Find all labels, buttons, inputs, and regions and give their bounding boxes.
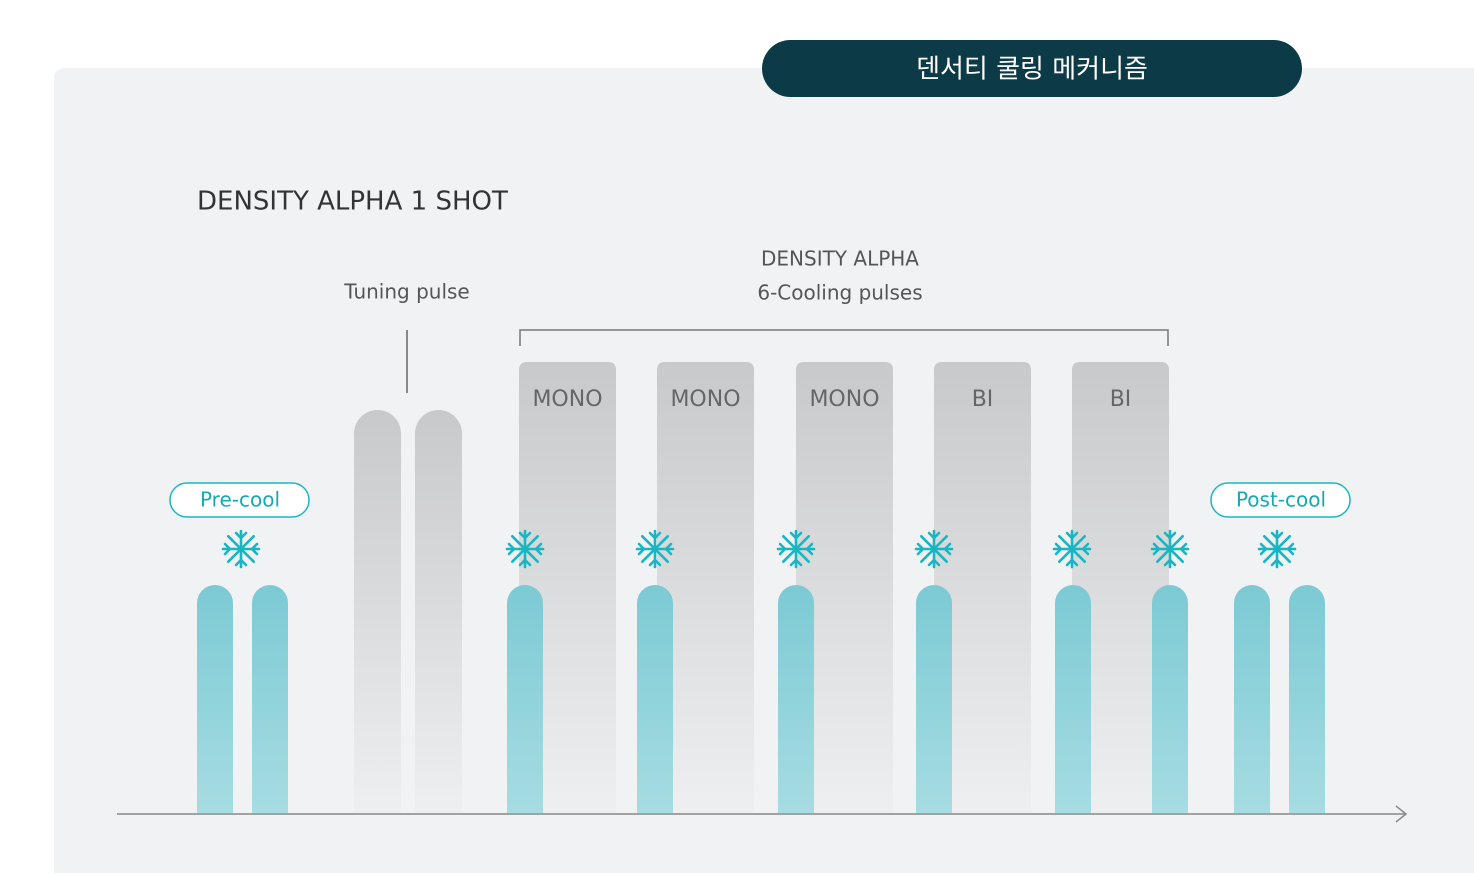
group-subtitle: 6-Cooling pulses (757, 281, 922, 305)
snowflake (505, 529, 545, 569)
cooling-bar (916, 585, 952, 813)
pulse-label: BI (972, 387, 994, 412)
cooling-bar (507, 585, 543, 813)
diagram-title: DENSITY ALPHA 1 SHOT (197, 187, 508, 217)
pulse-label: MONO (532, 387, 602, 412)
cooling-pulse (1072, 362, 1169, 813)
post-cool-pill (1210, 482, 1351, 518)
cooling-pulses: MONO MONO MONO BI BI (519, 362, 1169, 813)
axis-arrow (1395, 805, 1408, 823)
snowflake (1150, 529, 1190, 569)
pulse-label: MONO (809, 387, 879, 412)
header-title: 덴서티 쿨링 메커니즘 (916, 55, 1148, 85)
cooling-bar (1055, 585, 1091, 813)
cooling-bar (1289, 585, 1325, 813)
pulse-label: MONO (670, 387, 740, 412)
cooling-pulse (796, 362, 893, 813)
cooling-bar (637, 585, 673, 813)
cooling-pulse (934, 362, 1031, 813)
header-pill (762, 40, 1302, 97)
cooling-pulse (657, 362, 754, 813)
cooling-bar (778, 585, 814, 813)
pre-cool-label: Pre-cool (200, 488, 280, 512)
snowflake (914, 529, 954, 569)
snowflake (635, 529, 675, 569)
pre-cool-pill (169, 482, 310, 518)
tuning-label: Tuning pulse (343, 280, 469, 304)
tuning-pulse (415, 410, 462, 813)
snowflake (221, 529, 261, 569)
snowflake (1052, 529, 1092, 569)
snowflake (1257, 529, 1297, 569)
snowflake (776, 529, 816, 569)
cooling-bar (252, 585, 288, 813)
group-title: DENSITY ALPHA (761, 247, 919, 271)
cooling-bars (197, 585, 1325, 813)
tuning-pulse (354, 410, 401, 813)
cooling-bar (1152, 585, 1188, 813)
cooling-bar (1234, 585, 1270, 813)
group-bracket (519, 329, 1169, 346)
cooling-pulse (519, 362, 616, 813)
post-cool-label: Post-cool (1236, 488, 1326, 512)
cooling-bar (197, 585, 233, 813)
pulse-label: BI (1110, 387, 1132, 412)
